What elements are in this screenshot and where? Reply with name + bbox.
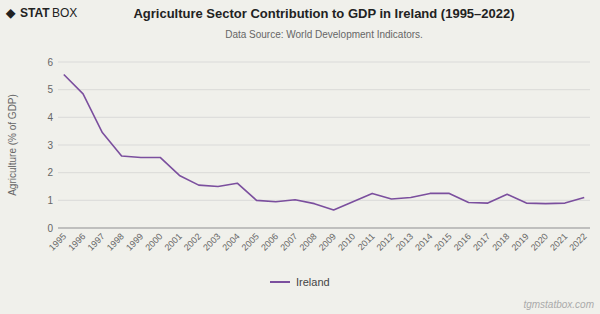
x-tick-label: 2016	[452, 231, 473, 252]
grid-line	[58, 228, 590, 229]
logo: ◆ STATBOX	[5, 6, 77, 20]
x-tick-label: 2006	[259, 231, 280, 252]
legend-label: Ireland	[296, 276, 330, 288]
x-tick-label: 2011	[356, 231, 377, 252]
grid	[58, 62, 590, 228]
x-tick-label: 2001	[163, 231, 184, 252]
x-tick-label: 1996	[66, 231, 87, 252]
legend: Ireland	[270, 276, 330, 288]
y-tick-label: 2	[47, 167, 53, 178]
x-tick-label: 2010	[336, 231, 357, 252]
x-tick-label: 2022	[567, 231, 588, 252]
plot-area	[64, 74, 584, 210]
x-tick-label: 2007	[278, 231, 299, 252]
x-tick-label: 2003	[201, 231, 222, 252]
x-tick-label: 2021	[548, 231, 569, 252]
x-tick-label: 2009	[317, 231, 338, 252]
grid-line	[58, 117, 590, 118]
x-tick-label: 2019	[510, 231, 531, 252]
y-tick-label: 0	[47, 223, 53, 234]
x-tick-label: 1997	[86, 231, 107, 252]
watermark: tgmstatbox.com	[523, 299, 594, 310]
x-tick-label: 1995	[47, 231, 68, 252]
background	[0, 0, 600, 314]
subtitle: Data Source: World Development Indicator…	[225, 29, 423, 40]
x-tick-label: 1998	[105, 231, 126, 252]
logo-stat: STAT	[20, 6, 50, 20]
grid-line	[58, 62, 590, 63]
y-tick-label: 6	[47, 57, 53, 68]
x-tick-label: 2020	[529, 231, 550, 252]
x-tick-label: 2013	[394, 231, 415, 252]
x-tick-label: 1999	[124, 231, 145, 252]
x-tick-label: 2005	[240, 231, 261, 252]
title: Agriculture Sector Contribution to GDP i…	[133, 6, 514, 21]
logo-box: BOX	[52, 6, 77, 20]
x-tick-label: 2018	[490, 231, 511, 252]
series-line	[64, 74, 584, 210]
x-axis-line	[58, 228, 590, 229]
x-tick-label: 2012	[375, 231, 396, 252]
y-tick-label: 1	[47, 195, 53, 206]
x-tick-label: 2014	[413, 231, 434, 252]
y-tick-label: 4	[47, 112, 53, 123]
grid-line	[58, 172, 590, 173]
y-tick-label: 5	[47, 84, 53, 95]
x-tick-label: 2008	[298, 231, 319, 252]
logo-diamond: ◆	[5, 6, 16, 20]
legend-swatch	[270, 281, 290, 283]
x-tick-label: 2017	[471, 231, 492, 252]
grid-line	[58, 89, 590, 90]
chart: 0123456199519961997199819992000200120022…	[0, 0, 600, 314]
x-tick-label: 2004	[220, 231, 241, 252]
x-tick-label: 2002	[182, 231, 203, 252]
x-tick-label: 2000	[143, 231, 164, 252]
y-tick-label: 3	[47, 140, 53, 151]
grid-line	[58, 145, 590, 146]
y-axis-label: Agriculture (% of GDP)	[7, 94, 18, 196]
x-tick-label: 2015	[432, 231, 453, 252]
grid-line	[58, 200, 590, 201]
